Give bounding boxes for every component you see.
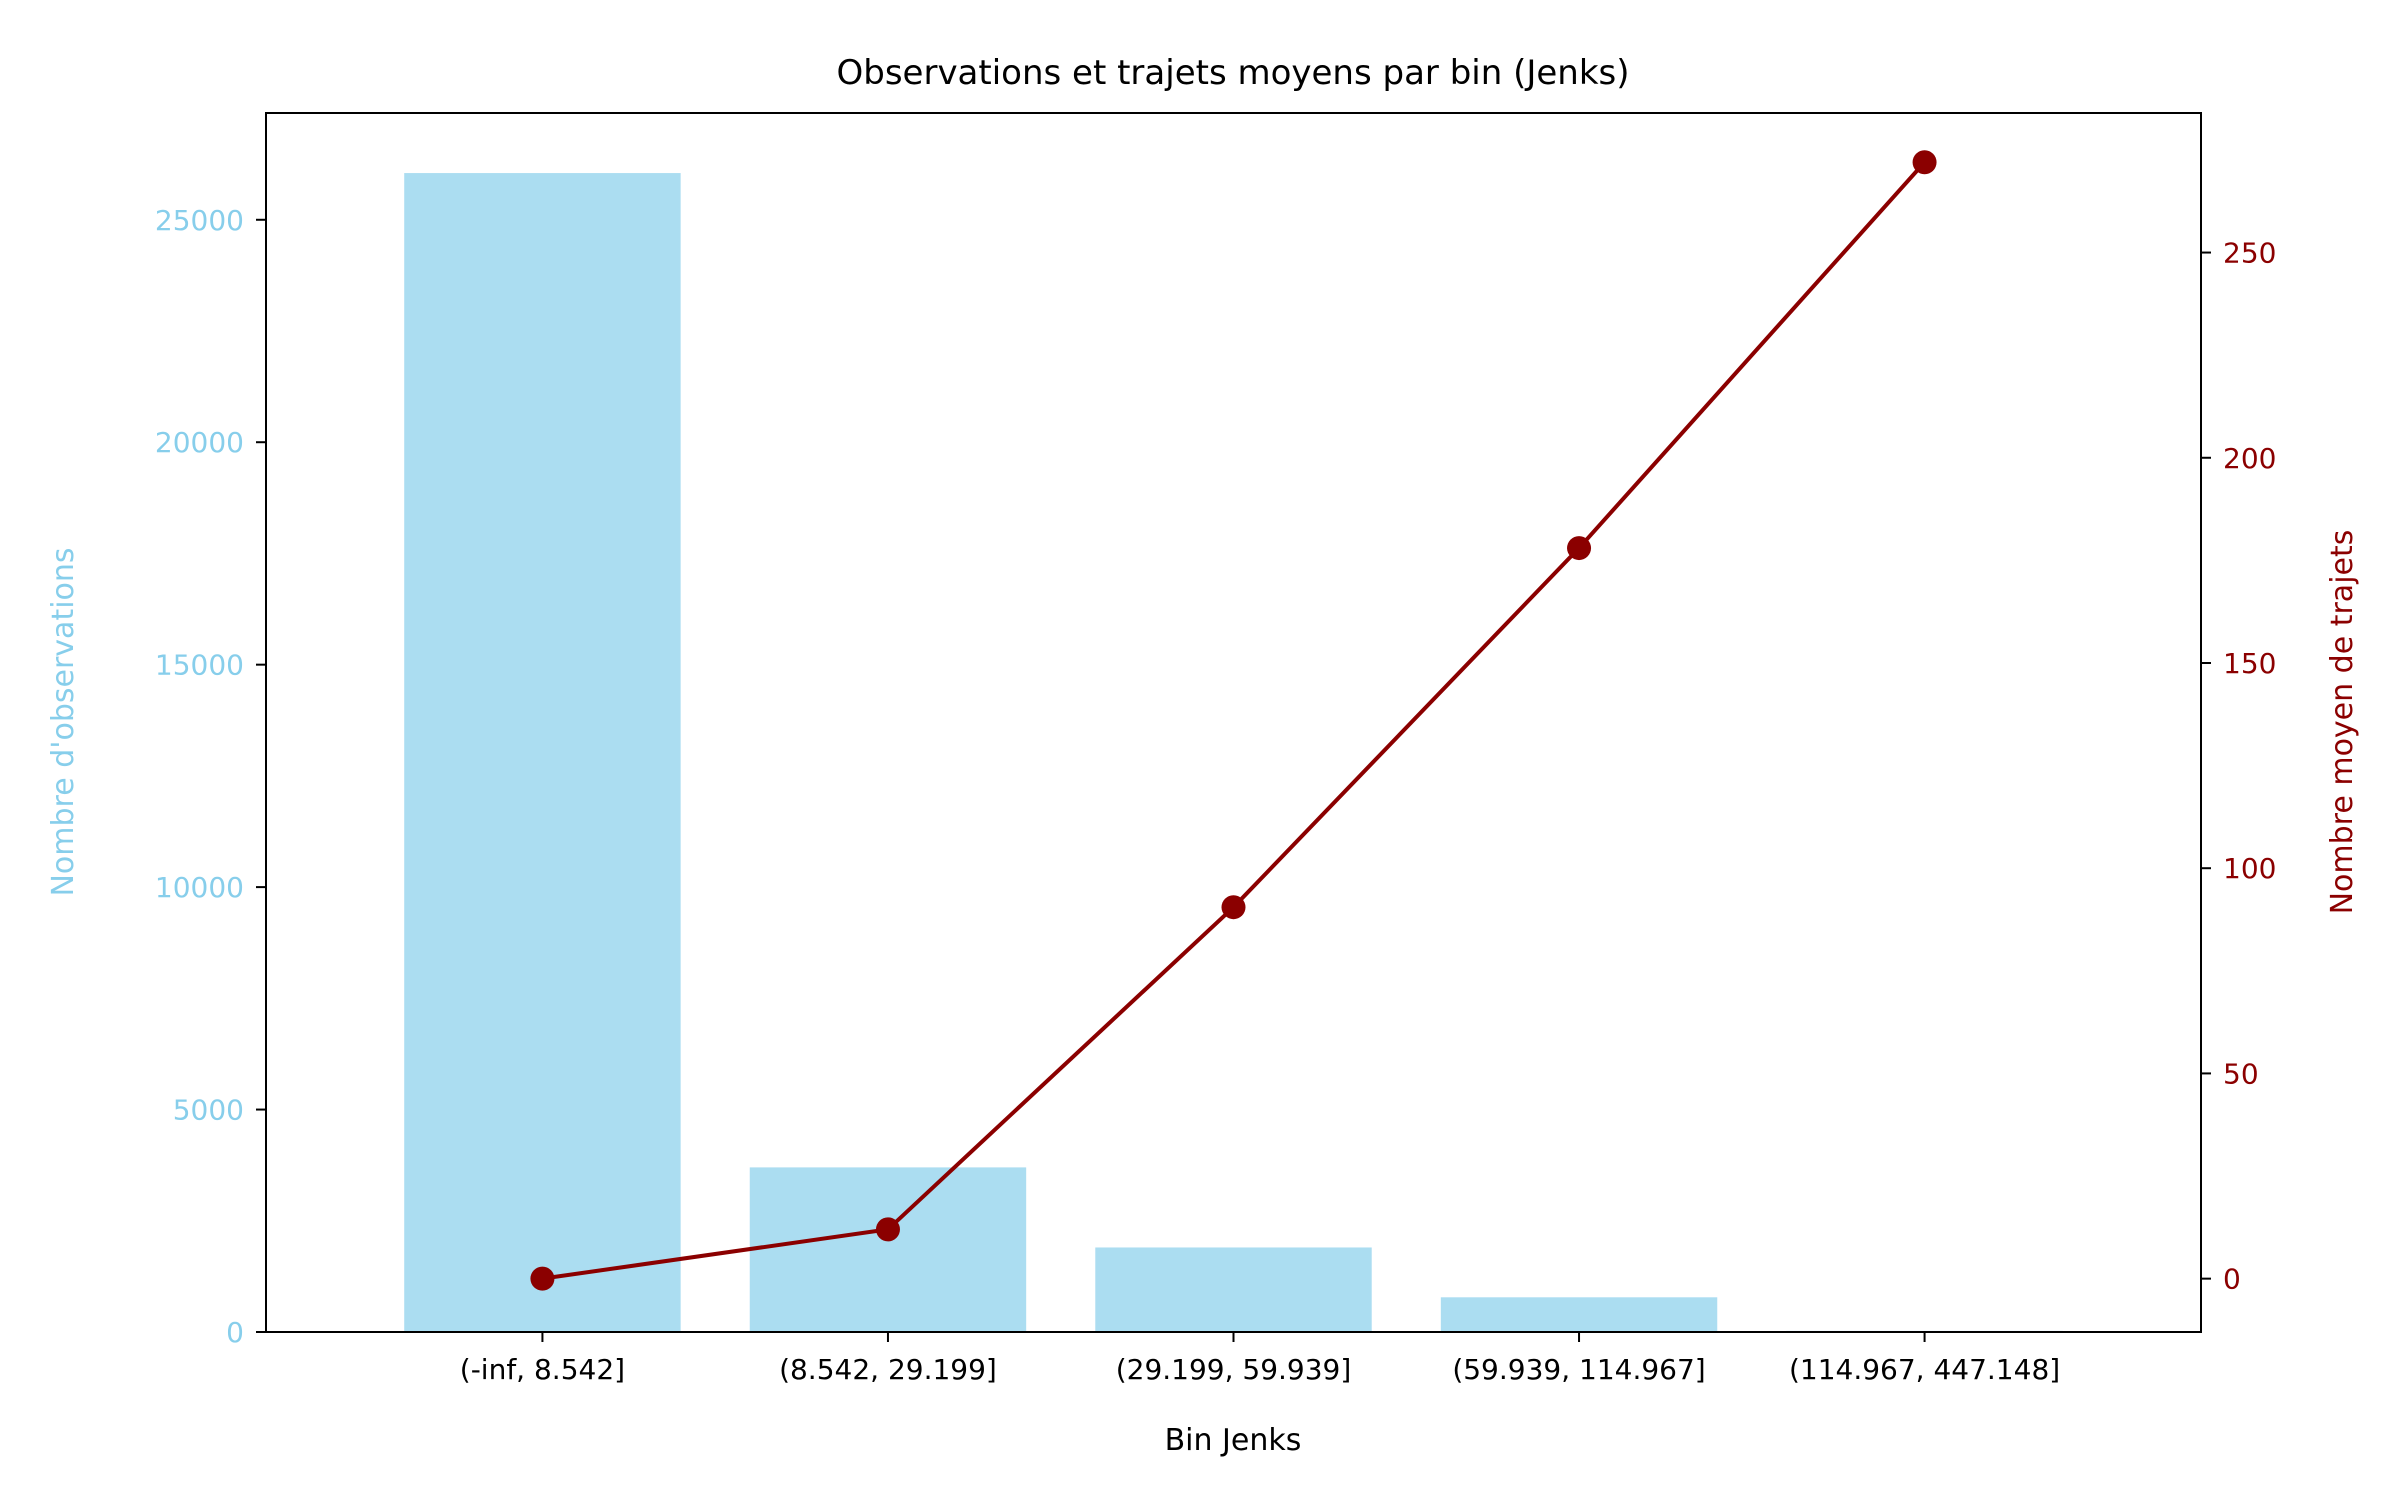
x-axis: (-inf, 8.542] (8.542, 29.199] (29.199, 59.… — [460, 1332, 2060, 1386]
right-axis: 0 50 100 150 200 250 — [2201, 237, 2276, 1296]
x-tick-label: (29.199, 59.939] — [1116, 1353, 1352, 1386]
x-tick-label: (8.542, 29.199] — [779, 1353, 997, 1386]
line-point-3 — [1567, 536, 1592, 561]
x-axis-label: Bin Jenks — [1165, 1423, 1302, 1458]
bar-3 — [1440, 1297, 1718, 1332]
y-tick-label: 15000 — [155, 649, 244, 682]
bar-1 — [749, 1167, 1027, 1332]
left-axis: 0 5000 10000 15000 20000 25000 — [155, 204, 266, 1349]
line-layer — [530, 150, 1937, 1291]
line-point-4 — [1912, 150, 1937, 175]
y2-tick-label: 100 — [2223, 852, 2276, 885]
y-tick-label: 20000 — [155, 426, 244, 459]
y2-tick-label: 150 — [2223, 647, 2276, 680]
bars-layer — [404, 173, 2063, 1333]
y-tick-label: 10000 — [155, 871, 244, 904]
y2-tick-label: 200 — [2223, 442, 2276, 475]
line-point-2 — [1221, 895, 1246, 920]
y2-tick-label: 50 — [2223, 1057, 2259, 1090]
y2-axis-label: Nombre moyen de trajets — [2325, 530, 2360, 915]
x-tick-label: (-inf, 8.542] — [460, 1353, 625, 1386]
line-point-0 — [530, 1266, 555, 1291]
bar-2 — [1095, 1247, 1372, 1332]
series-line — [542, 160, 1927, 1281]
y-tick-label: 25000 — [155, 204, 244, 237]
y-tick-label: 5000 — [173, 1094, 244, 1127]
x-tick-label: (59.939, 114.967] — [1452, 1353, 1705, 1386]
y2-tick-label: 0 — [2223, 1263, 2241, 1296]
chart-title: Observations et trajets moyens par bin (… — [836, 53, 1629, 93]
line-point-1 — [875, 1217, 900, 1242]
x-tick-label: (114.967, 447.148] — [1789, 1353, 2060, 1386]
y2-tick-label: 250 — [2223, 237, 2276, 270]
y-tick-label: 0 — [226, 1316, 244, 1349]
y-axis-label: Nombre d'observations — [46, 547, 81, 896]
bar-0 — [404, 173, 681, 1333]
